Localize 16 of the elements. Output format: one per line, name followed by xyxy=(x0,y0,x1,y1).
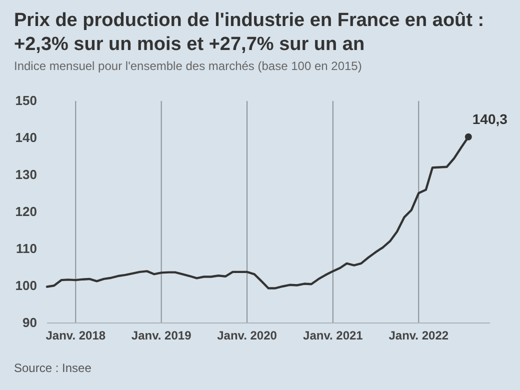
y-tick-label: 90 xyxy=(22,315,37,330)
y-tick-label: 100 xyxy=(15,278,37,294)
x-tick-label: Janv. 2020 xyxy=(217,328,278,343)
x-tick-label: Janv. 2021 xyxy=(303,328,364,343)
chart-title: Prix de production de l'industrie en France en août : +2,3% sur un mois et +27,7% sur un an xyxy=(14,10,484,55)
x-tick-label: Janv. 2019 xyxy=(131,328,192,343)
y-tick-label: 150 xyxy=(15,93,37,108)
x-tick-label: Janv. 2022 xyxy=(388,328,449,343)
annotation: 140,3 xyxy=(472,110,508,127)
chart-subtitle: Indice mensuel pour l'ensemble des marchés (base 100 en 2015) xyxy=(14,59,362,73)
source-note: Source : Insee xyxy=(14,361,92,375)
y-tick-label: 130 xyxy=(15,167,37,182)
y-tick-label: 120 xyxy=(15,204,37,220)
x-tick-label: Janv. 2018 xyxy=(46,328,106,343)
y-tick-label: 110 xyxy=(16,241,37,256)
y-tick-label: 140 xyxy=(15,130,37,146)
